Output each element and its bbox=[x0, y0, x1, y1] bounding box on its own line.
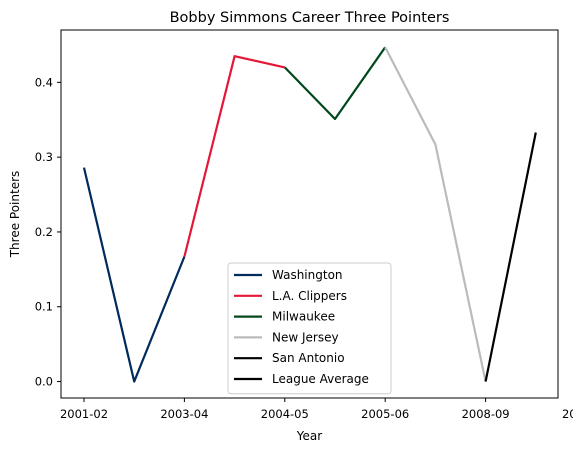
series-line-washington bbox=[82, 167, 186, 383]
x-tick-label: 2004-05 bbox=[261, 407, 309, 421]
legend: Washington L.A. Clippers Milwaukee New Jers… bbox=[227, 262, 392, 395]
y-tick-label: 0.0 bbox=[35, 375, 53, 389]
series-line-new-jersey bbox=[384, 46, 487, 382]
series-lines bbox=[82, 46, 537, 383]
chart-title: Bobby Simmons Career Three Pointers bbox=[170, 10, 450, 26]
x-axis: 2001-02 2003-04 2004-05 2005-06 2008-09 2010-… bbox=[60, 398, 573, 421]
y-tick-label: 0.2 bbox=[35, 225, 53, 239]
series-line-milwaukee bbox=[284, 46, 387, 121]
x-axis-label: Year bbox=[296, 429, 322, 443]
legend-label-league-average: League Average bbox=[272, 372, 369, 386]
x-tick-label: 2005-06 bbox=[361, 407, 409, 421]
x-tick-label: 2008-09 bbox=[462, 407, 510, 421]
legend-label-san-antonio: San Antonio bbox=[272, 351, 345, 365]
x-tick-label: 2003-04 bbox=[160, 407, 208, 421]
legend-label-milwaukee: Milwaukee bbox=[272, 310, 335, 324]
x-tick-label: 2010-11 bbox=[562, 407, 573, 421]
legend-label-new-jersey: New Jersey bbox=[272, 330, 339, 344]
y-tick-label: 0.3 bbox=[35, 150, 53, 164]
y-tick-label: 0.4 bbox=[35, 75, 53, 89]
legend-box bbox=[227, 262, 392, 395]
series-line-san-antonio bbox=[484, 132, 537, 382]
series-line-l-a-clippers bbox=[183, 55, 286, 257]
legend-label-l-a-clippers: L.A. Clippers bbox=[272, 289, 347, 303]
y-axis-label: Three Pointers bbox=[8, 171, 22, 259]
x-tick-label: 2001-02 bbox=[60, 407, 108, 421]
legend-label-washington: Washington bbox=[272, 268, 343, 282]
y-axis: 0.0 0.1 0.2 0.3 0.4 bbox=[35, 75, 61, 389]
y-tick-label: 0.1 bbox=[35, 300, 53, 314]
